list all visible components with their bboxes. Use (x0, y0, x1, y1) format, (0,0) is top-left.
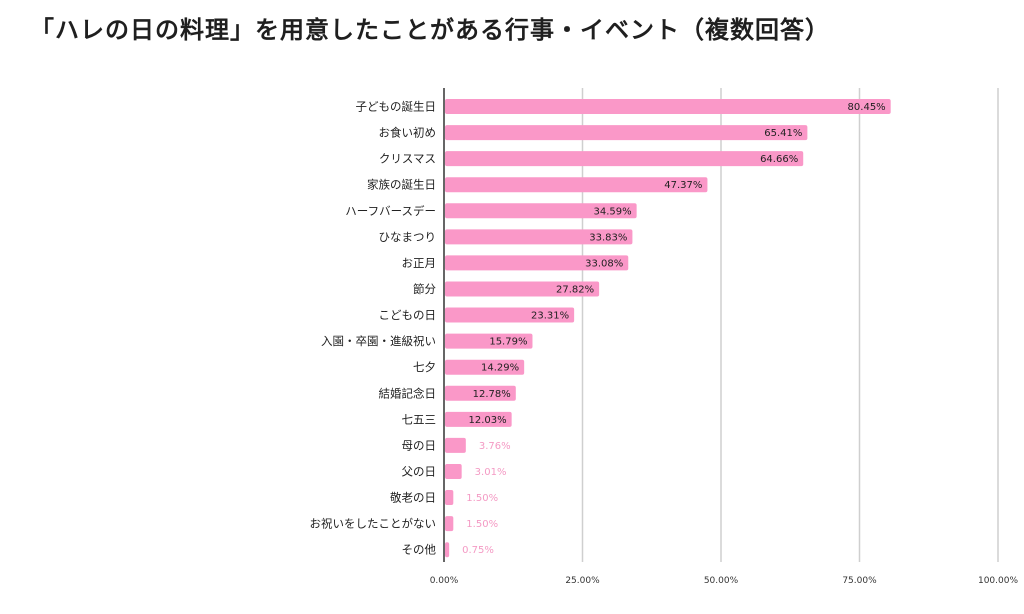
category-label: こどもの日 (379, 308, 437, 322)
x-tick-label: 0.00% (430, 576, 459, 586)
value-label: 34.59% (593, 206, 631, 217)
bar (445, 463, 462, 479)
gridlines (581, 88, 999, 562)
category-label: 七五三 (402, 412, 437, 426)
category-label: 母の日 (402, 438, 437, 452)
category-label: 七夕 (413, 360, 436, 374)
value-label: 23.31% (531, 311, 569, 322)
value-label: 33.08% (585, 258, 623, 269)
category-label: 結婚記念日 (379, 386, 437, 400)
category-label: ひなまつり (379, 230, 437, 244)
bar (445, 359, 525, 375)
category-label: その他 (402, 543, 437, 557)
x-tick-label: 25.00% (565, 576, 600, 586)
category-label: お祝いをしたことがない (310, 517, 437, 531)
value-label: 1.50% (466, 493, 498, 504)
value-label: 1.50% (466, 519, 498, 530)
value-label: 65.41% (764, 128, 802, 139)
bar (445, 307, 575, 323)
bar (445, 490, 454, 506)
value-label: 80.45% (848, 102, 886, 113)
value-label: 64.66% (760, 154, 798, 165)
value-label: 15.79% (489, 337, 527, 348)
bar (445, 542, 450, 558)
bar (445, 229, 633, 245)
category-label: クリスマス (379, 152, 436, 166)
value-label: 3.76% (479, 441, 511, 452)
bar (445, 99, 891, 114)
bar (445, 125, 808, 141)
bar (445, 516, 454, 532)
category-label: 敬老の日 (390, 491, 436, 505)
category-label: 節分 (413, 282, 436, 296)
category-label: お食い初め (379, 126, 437, 140)
bar (445, 281, 600, 297)
value-label: 14.29% (481, 363, 519, 374)
x-axis-ticks: 0.00% 25.00% 50.00% 75.00% 100.00% (430, 576, 1019, 586)
bar (445, 203, 637, 219)
category-labels: 子どもの誕生日お食い初めクリスマス家族の誕生日ハーフバースデーひなまつりお正月節… (310, 100, 437, 557)
value-label: 27.82% (556, 284, 594, 295)
value-label: 33.83% (589, 232, 627, 243)
bar (445, 411, 512, 427)
value-label: 0.75% (462, 545, 494, 556)
bars (445, 99, 891, 558)
chart-title: 「ハレの日の料理」を用意したことがある行事・イベント（複数回答） (30, 16, 830, 44)
bar (445, 151, 804, 167)
category-label: お正月 (402, 256, 437, 270)
value-label: 47.37% (664, 180, 702, 191)
value-label: 12.78% (473, 389, 511, 400)
category-label: 家族の誕生日 (367, 178, 436, 192)
bar (445, 177, 708, 193)
category-label: 子どもの誕生日 (356, 100, 437, 114)
category-label: ハーフバースデー (345, 204, 436, 218)
category-label: 父の日 (402, 464, 437, 478)
x-tick-label: 100.00% (978, 576, 1018, 586)
value-label: 3.01% (475, 467, 507, 478)
x-tick-label: 75.00% (842, 576, 877, 586)
bar (445, 385, 516, 401)
bar (445, 437, 466, 453)
category-label: 入園・卒園・進級祝い (321, 334, 436, 348)
bar (445, 255, 629, 271)
bar (445, 333, 533, 349)
value-labels: 80.45% 65.41% 64.66% 47.37% 34.59% 33.83% 33.0… (462, 102, 886, 556)
value-label: 12.03% (469, 415, 507, 426)
x-tick-label: 50.00% (704, 576, 739, 586)
